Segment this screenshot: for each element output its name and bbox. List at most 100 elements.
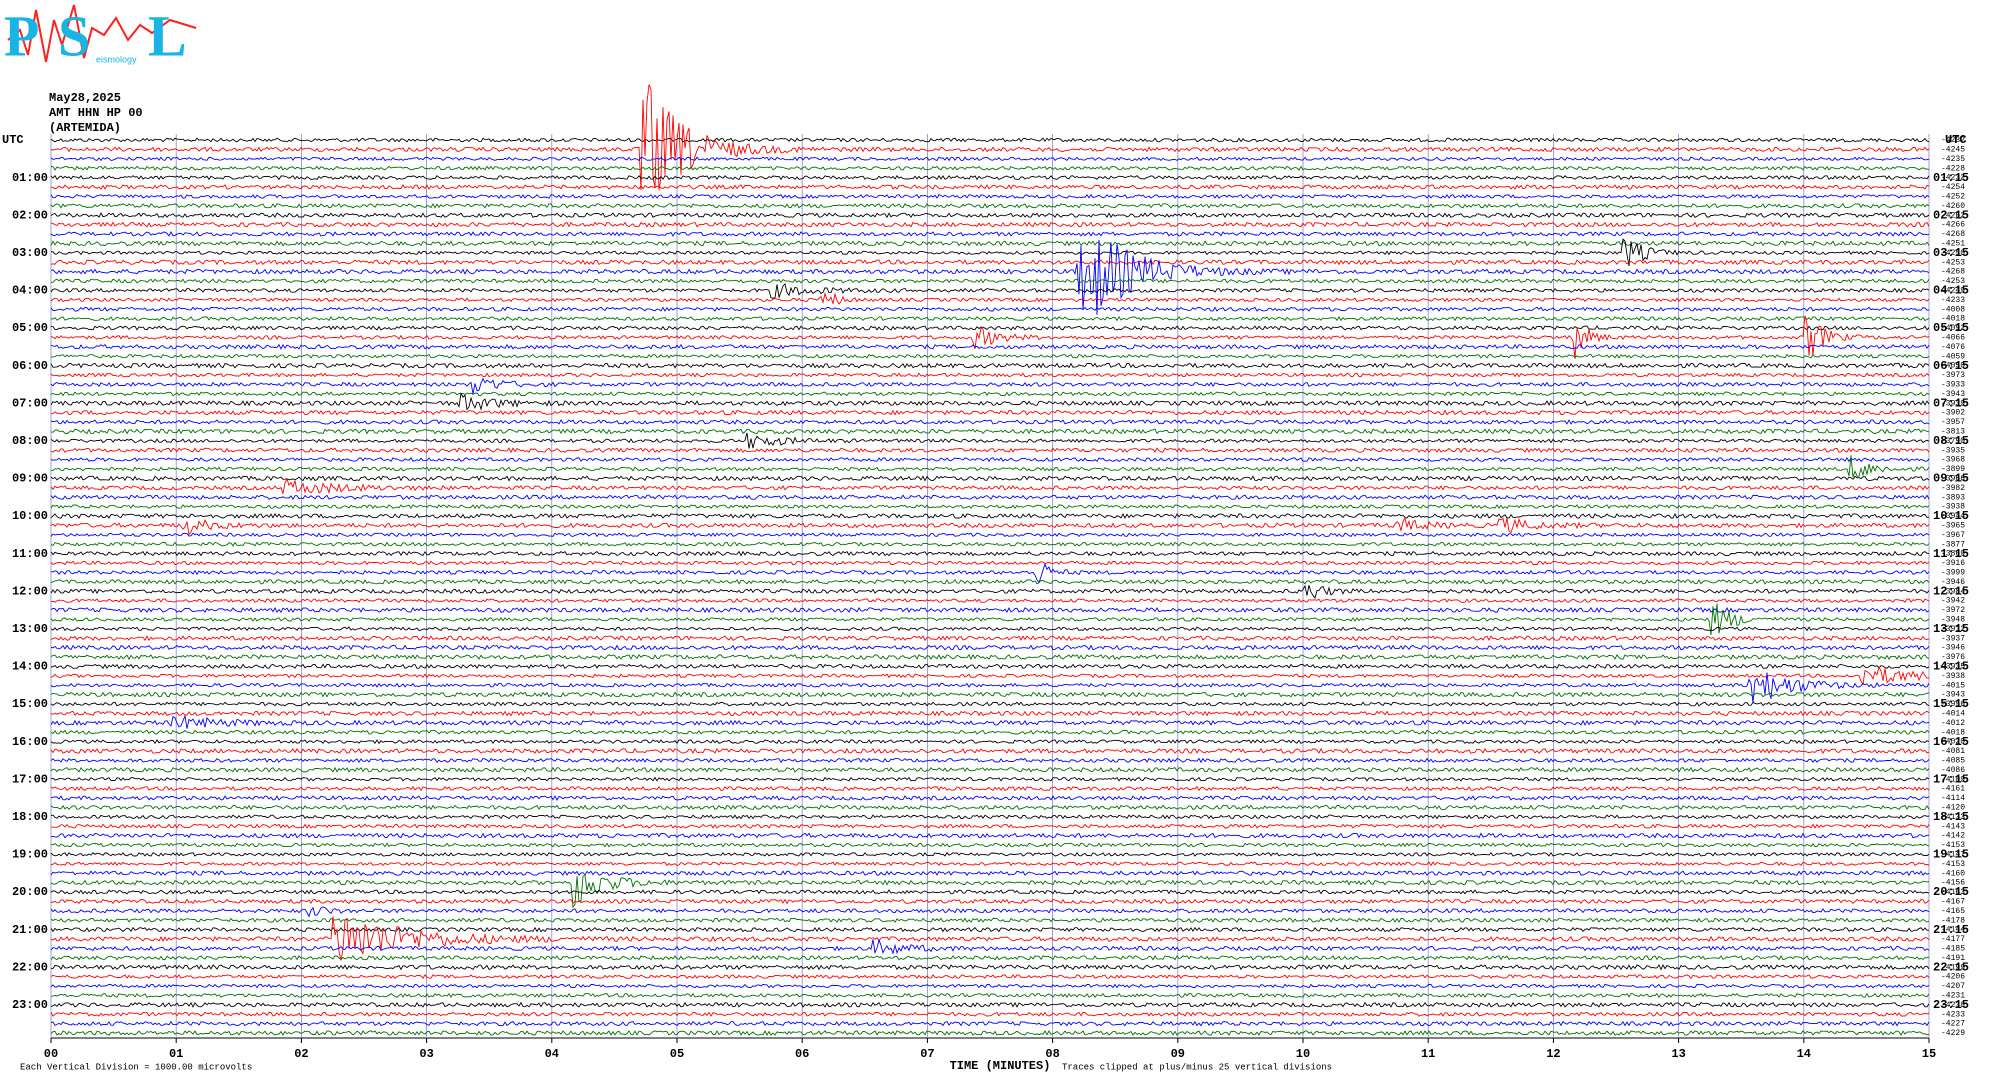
- row-label-right: 19:15: [1933, 848, 1969, 862]
- row-label-left: 08:00: [12, 434, 48, 448]
- row-label-left: 15:00: [12, 697, 48, 711]
- row-label-right: 15:15: [1933, 697, 1969, 711]
- header-station: AMT HHN HP 00: [49, 106, 143, 120]
- trace: [50, 626, 1930, 632]
- trace: [50, 1001, 1930, 1008]
- trace-offset: -4161: [1941, 785, 1965, 794]
- row-label-left: 18:00: [12, 810, 48, 824]
- trace-offset: -4235: [1941, 155, 1965, 164]
- trace-offset: -3899: [1941, 465, 1965, 474]
- row-label-right: 10:15: [1933, 509, 1969, 523]
- x-tick-label: 07: [920, 1047, 934, 1061]
- trace-offset: -3966: [1941, 475, 1965, 484]
- trace-offset: -3946: [1941, 578, 1965, 587]
- trace: [50, 964, 1930, 971]
- row-label-left: 12:00: [12, 584, 48, 598]
- row-label-right: 11:15: [1933, 547, 1969, 561]
- row-label-right: 18:15: [1933, 810, 1969, 824]
- trace-offset: -3943: [1941, 390, 1965, 399]
- trace: [50, 603, 1930, 635]
- trace-offset: -4008: [1941, 305, 1965, 314]
- trace-offset: -4086: [1941, 766, 1965, 775]
- trace-offset: -4015: [1941, 681, 1965, 690]
- trace-offset: -4018: [1941, 315, 1965, 324]
- row-label-left: UTC: [2, 133, 24, 147]
- trace-offset: -4266: [1941, 221, 1965, 230]
- trace: [50, 432, 1930, 449]
- trace-offset: -4120: [1941, 804, 1965, 813]
- trace: [50, 578, 1930, 585]
- trace: [50, 1030, 1930, 1037]
- trace: [50, 193, 1930, 199]
- trace-offset: -4165: [1941, 907, 1965, 916]
- trace: [50, 238, 1930, 267]
- trace: [50, 710, 1930, 717]
- trace: [50, 584, 1930, 599]
- row-label-right: 17:15: [1933, 772, 1969, 786]
- row-label-right: 16:15: [1933, 735, 1969, 749]
- trace-offset: -3968: [1941, 456, 1965, 465]
- trace: [50, 504, 1930, 510]
- trace: [50, 663, 1930, 670]
- trace: [50, 231, 1930, 237]
- trace-offset: -3912: [1941, 625, 1965, 634]
- trace-offset: -4163: [1941, 888, 1965, 897]
- trace-offset: -4233: [1941, 1010, 1965, 1019]
- trace: [50, 938, 1930, 955]
- trace: [50, 714, 1930, 729]
- x-tick-label: 06: [795, 1047, 809, 1061]
- row-label-left: 11:00: [12, 547, 48, 561]
- trace-offset: -3946: [1941, 644, 1965, 653]
- x-tick-label: 15: [1922, 1047, 1936, 1061]
- footer-left: Each Vertical Division = 1000.00 microvo…: [20, 1062, 252, 1072]
- trace-offset: -4153: [1941, 860, 1965, 869]
- trace-offset: -4232: [1941, 174, 1965, 183]
- trace-offset: -4199: [1941, 963, 1965, 972]
- trace-offset: -4018: [1941, 728, 1965, 737]
- row-label-right: 14:15: [1933, 660, 1969, 674]
- trace: [50, 729, 1930, 735]
- trace-offset: -4133: [1941, 813, 1965, 822]
- trace: [50, 926, 1930, 933]
- trace-offset: -3984: [1941, 587, 1965, 596]
- trace: [50, 701, 1930, 707]
- trace: [50, 653, 1930, 661]
- trace: [50, 409, 1930, 416]
- trace-offset: -3957: [1941, 418, 1965, 427]
- trace: [50, 898, 1930, 905]
- row-label-left: 10:00: [12, 509, 48, 523]
- trace-offset: -4253: [1941, 258, 1965, 267]
- row-label-left: 17:00: [12, 772, 48, 786]
- trace-offset: -4268: [1941, 268, 1965, 277]
- logo-letter: L: [148, 3, 187, 68]
- trace-offset: -3943: [1941, 691, 1965, 700]
- row-label-right: 09:15: [1933, 472, 1969, 486]
- trace: [50, 315, 1930, 322]
- row-label-right: 12:15: [1933, 584, 1969, 598]
- trace-offset: -3973: [1941, 371, 1965, 380]
- trace-offset: -4167: [1941, 898, 1965, 907]
- trace-offset: -4177: [1941, 935, 1965, 944]
- x-tick-label: 05: [670, 1047, 684, 1061]
- trace: [50, 550, 1930, 557]
- row-label-left: 01:00: [12, 171, 48, 185]
- row-label-left: 19:00: [12, 848, 48, 862]
- trace-offset: -3965: [1941, 522, 1965, 531]
- trace-offset: -3982: [1941, 484, 1965, 493]
- trace-offset: -3790: [1941, 437, 1965, 446]
- trace-offset: -4066: [1941, 334, 1965, 343]
- trace: [50, 259, 1930, 266]
- row-label-right: 02:15: [1933, 208, 1969, 222]
- x-tick-label: 04: [545, 1047, 559, 1061]
- trace-offset: -4268: [1941, 230, 1965, 239]
- x-tick-label: 08: [1045, 1047, 1059, 1061]
- trace: [50, 447, 1930, 454]
- trace: [50, 239, 1930, 315]
- trace-offset: -4245: [1941, 146, 1965, 155]
- trace: [50, 954, 1930, 961]
- trace: [50, 428, 1930, 435]
- trace: [50, 353, 1930, 359]
- trace: [50, 906, 1930, 918]
- trace: [50, 377, 1930, 394]
